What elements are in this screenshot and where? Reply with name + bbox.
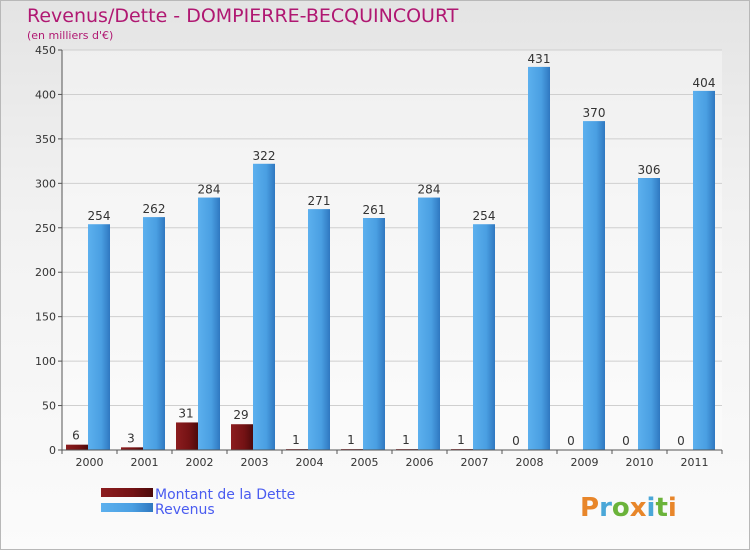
proxiti-logo: Proxiti xyxy=(580,493,677,523)
bar-revenus-2003 xyxy=(253,163,275,450)
label-dette-2004: 1 xyxy=(292,433,300,447)
legend-swatch-dette xyxy=(101,488,153,497)
label-dette-2000: 6 xyxy=(72,429,80,443)
label-revenus-2009: 370 xyxy=(583,106,606,120)
bar-dette-2003 xyxy=(231,424,253,450)
label-revenus-2005: 261 xyxy=(363,203,386,217)
bar-revenus-2000 xyxy=(88,224,110,450)
bar-revenus-2002 xyxy=(198,197,220,450)
label-dette-2009: 0 xyxy=(567,434,575,448)
y-tick-label-300: 300 xyxy=(35,177,56,190)
x-axis: 2000 2001 2002 2003 2004 2005 2006 2007 2008 2009… xyxy=(61,449,723,469)
label-dette-2010: 0 xyxy=(622,434,630,448)
x-tick-label-2011: 2011 xyxy=(681,456,709,469)
y-axis: 0 50 100 150 200 250 300 350 400 450 xyxy=(35,44,63,457)
label-revenus-2000: 254 xyxy=(88,209,111,223)
bars: 6 254 3 262 31 284 29 322 1 271 1 261 1 284 1 254 0 431 0 3… xyxy=(66,52,716,451)
bar-revenus-2008 xyxy=(528,66,550,450)
logo-letter: i xyxy=(668,493,677,523)
label-dette-2001: 3 xyxy=(127,431,135,445)
x-tick-label-2003: 2003 xyxy=(241,456,269,469)
legend-label-dette: Montant de la Dette xyxy=(155,487,295,503)
plot-area xyxy=(62,50,722,450)
x-tick-label-2000: 2000 xyxy=(76,456,104,469)
x-tick-label-2007: 2007 xyxy=(461,456,489,469)
label-revenus-2006: 284 xyxy=(418,183,441,197)
grid-lines xyxy=(62,49,722,451)
x-tick-label-2001: 2001 xyxy=(131,456,159,469)
bar-revenus-2009 xyxy=(583,121,605,450)
label-revenus-2003: 322 xyxy=(253,149,276,163)
x-tick-label-2006: 2006 xyxy=(406,456,434,469)
label-dette-2011: 0 xyxy=(677,434,685,448)
x-tick-label-2005: 2005 xyxy=(351,456,379,469)
label-dette-2006: 1 xyxy=(402,433,410,447)
x-tick-label-2010: 2010 xyxy=(626,456,654,469)
y-tick-label-150: 150 xyxy=(35,311,56,324)
y-tick-label-450: 450 xyxy=(35,44,56,57)
bar-revenus-2006 xyxy=(418,197,440,450)
y-tick-label-350: 350 xyxy=(35,133,56,146)
label-dette-2003: 29 xyxy=(233,408,248,422)
bar-dette-2002 xyxy=(176,422,198,450)
label-dette-2005: 1 xyxy=(347,433,355,447)
label-revenus-2001: 262 xyxy=(143,202,166,216)
bar-dette-2000 xyxy=(66,444,88,450)
y-tick-label-200: 200 xyxy=(35,266,56,279)
bar-revenus-2005 xyxy=(363,218,385,450)
label-dette-2008: 0 xyxy=(512,434,520,448)
legend: Montant de la Dette Revenus xyxy=(101,487,295,518)
logo-letter: P xyxy=(580,493,599,523)
x-tick-label-2008: 2008 xyxy=(516,456,544,469)
y-tick-label-50: 50 xyxy=(42,400,56,413)
bar-dette-2001 xyxy=(121,447,143,450)
logo-letter: t xyxy=(655,493,667,523)
label-revenus-2007: 254 xyxy=(473,209,496,223)
x-tick-label-2004: 2004 xyxy=(296,456,324,469)
label-revenus-2011: 404 xyxy=(693,76,716,90)
y-tick-label-100: 100 xyxy=(35,355,56,368)
x-tick-label-2002: 2002 xyxy=(186,456,214,469)
bar-revenus-2007 xyxy=(473,224,495,450)
bar-revenus-2010 xyxy=(638,178,660,450)
y-tick-label-0: 0 xyxy=(49,444,56,457)
legend-swatch-revenus xyxy=(101,503,153,512)
logo-letter: r xyxy=(599,493,612,523)
chart-title: Revenus/Dette - DOMPIERRE-BECQUINCOURT xyxy=(27,5,459,27)
logo-letter: i xyxy=(647,493,656,523)
label-revenus-2010: 306 xyxy=(638,163,661,177)
x-tick-label-2009: 2009 xyxy=(571,456,599,469)
bar-revenus-2004 xyxy=(308,209,330,450)
chart-subtitle: (en milliers d'€) xyxy=(27,29,113,42)
legend-label-revenus: Revenus xyxy=(155,502,215,518)
label-revenus-2002: 284 xyxy=(198,183,221,197)
label-revenus-2008: 431 xyxy=(528,52,551,66)
label-dette-2002: 31 xyxy=(178,406,193,420)
label-dette-2007: 1 xyxy=(457,433,465,447)
logo-letter: o xyxy=(612,493,630,523)
label-revenus-2004: 271 xyxy=(308,194,331,208)
y-tick-label-250: 250 xyxy=(35,222,56,235)
bar-revenus-2011 xyxy=(693,90,715,450)
bar-revenus-2001 xyxy=(143,217,165,450)
y-tick-label-400: 400 xyxy=(35,88,56,101)
logo-letter: x xyxy=(630,493,647,523)
